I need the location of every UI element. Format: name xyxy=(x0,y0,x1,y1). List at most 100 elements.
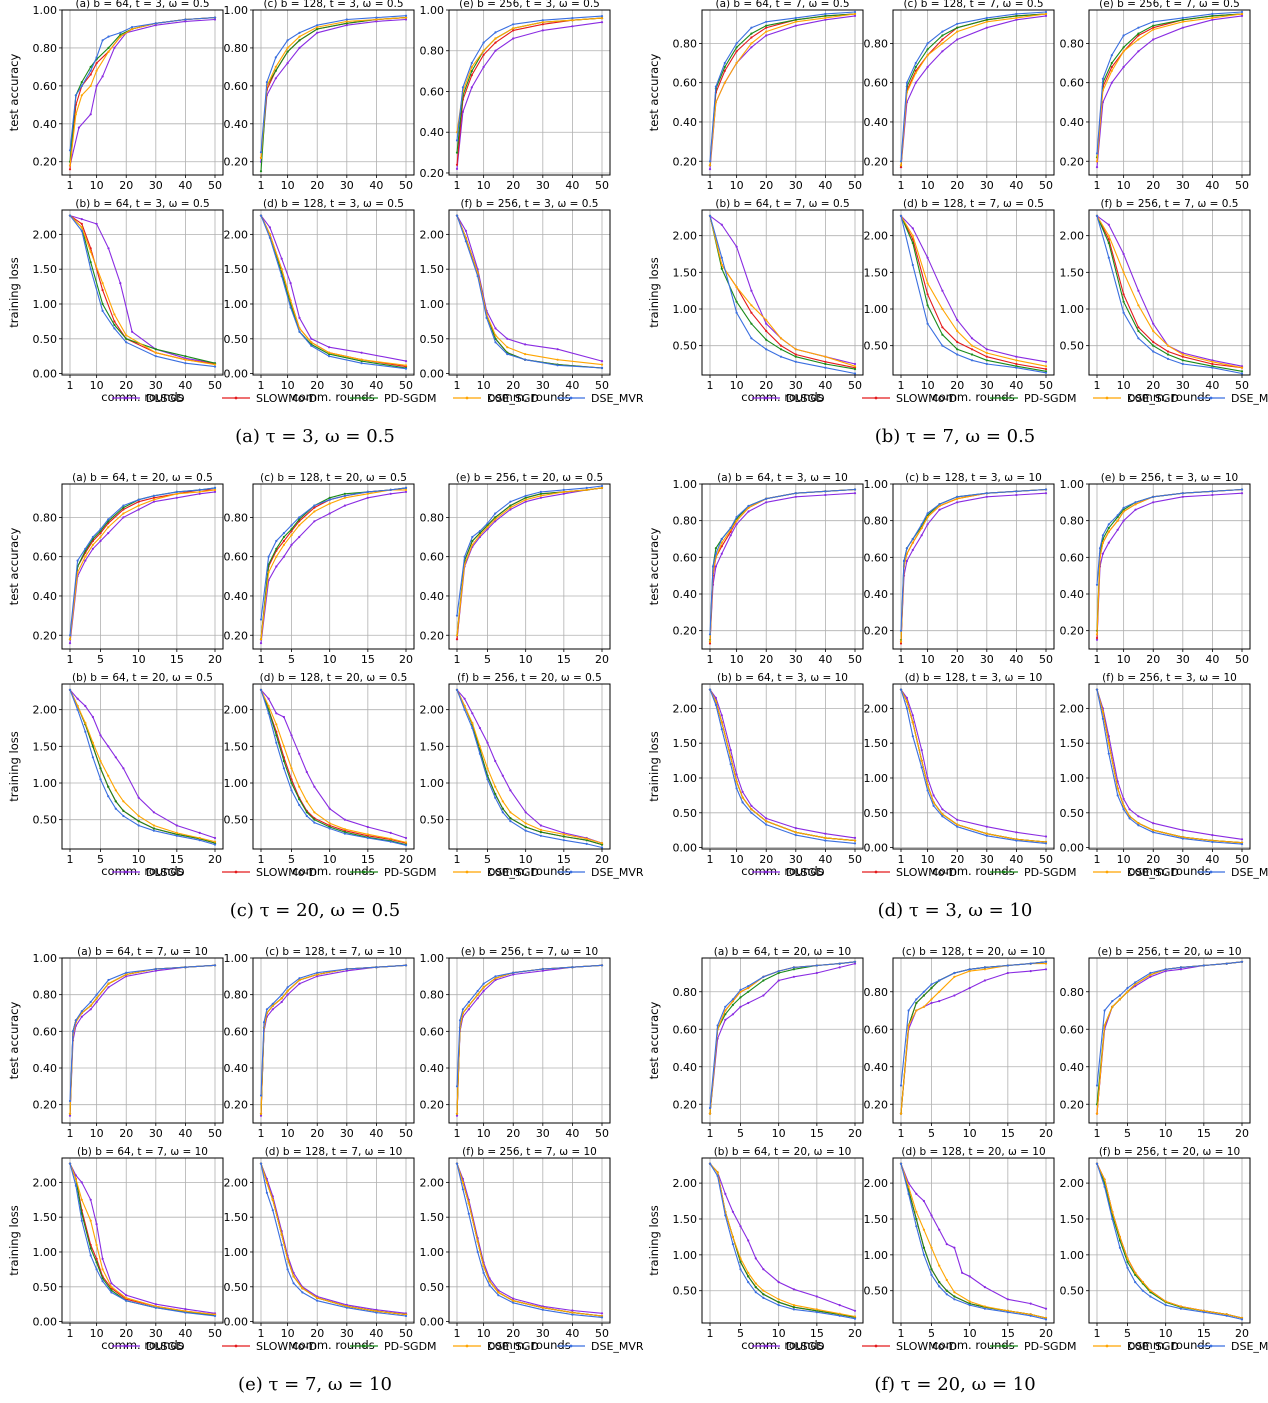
data-point xyxy=(1118,994,1121,997)
xtick-label: 15 xyxy=(557,853,571,866)
ytick-label: 0.20 xyxy=(673,625,698,638)
data-point xyxy=(125,975,128,978)
data-point xyxy=(497,1294,500,1297)
data-point xyxy=(765,24,768,27)
data-point xyxy=(271,1209,274,1212)
data-point xyxy=(404,486,408,489)
ytick-label: 0.40 xyxy=(224,118,249,131)
xtick-label: 40 xyxy=(369,1127,383,1140)
ytick-label: 1.00 xyxy=(224,777,249,790)
data-point xyxy=(467,1004,470,1007)
data-point xyxy=(404,364,408,367)
data-point xyxy=(512,29,515,32)
ytick-label: 0.20 xyxy=(420,629,445,642)
legend-label: DSE_SGD xyxy=(487,1340,539,1353)
series-line xyxy=(900,961,1047,1086)
data-point xyxy=(213,836,217,840)
data-point xyxy=(74,94,77,97)
data-point xyxy=(600,484,604,488)
data-point xyxy=(213,16,217,19)
data-point xyxy=(265,1008,268,1011)
data-point xyxy=(275,539,278,543)
data-point xyxy=(824,490,827,493)
data-point xyxy=(470,61,473,65)
data-point xyxy=(905,552,909,555)
data-point xyxy=(1101,552,1104,555)
data-point xyxy=(985,834,988,837)
data-point xyxy=(267,555,270,558)
data-point xyxy=(794,355,797,358)
data-point xyxy=(729,526,732,530)
data-point xyxy=(184,20,187,23)
ytick-label: 0.80 xyxy=(420,989,445,1002)
y-axis-label: test accuracy xyxy=(647,527,661,605)
legend-marker xyxy=(124,396,128,400)
data-point xyxy=(600,486,604,489)
xtick-label: 30 xyxy=(536,379,550,392)
data-point xyxy=(539,496,543,499)
data-point xyxy=(1137,38,1140,41)
data-point xyxy=(74,113,77,116)
data-point xyxy=(486,526,489,529)
data-point xyxy=(1152,350,1155,353)
data-point xyxy=(539,492,543,495)
xtick-label: 1 xyxy=(258,653,265,666)
data-point xyxy=(488,1284,491,1287)
data-point xyxy=(464,229,467,232)
subplot-title: (f) b = 256, t = 7, ω = 0.5 xyxy=(1101,198,1239,210)
data-point xyxy=(375,1311,378,1314)
data-point xyxy=(286,993,289,996)
legend-marker xyxy=(234,1344,238,1348)
data-point xyxy=(985,359,988,362)
data-point xyxy=(68,1162,72,1165)
data-point xyxy=(101,289,104,292)
data-point xyxy=(1152,829,1155,832)
xtick-label: 10 xyxy=(1159,1327,1173,1340)
data-point xyxy=(739,1225,742,1228)
data-point xyxy=(983,968,987,971)
data-point xyxy=(838,1304,841,1307)
data-point xyxy=(366,492,369,495)
data-point xyxy=(485,316,488,319)
data-point xyxy=(750,26,753,29)
figure-caption: (b) τ = 7, ω = 0.5 xyxy=(875,426,1036,447)
xtick-label: 10 xyxy=(963,1127,977,1140)
data-point xyxy=(478,534,481,537)
xtick-label: 50 xyxy=(848,179,862,192)
data-point xyxy=(1101,717,1104,720)
data-point xyxy=(524,825,527,829)
data-point xyxy=(455,1112,459,1115)
data-point xyxy=(926,48,929,51)
data-point xyxy=(739,1257,742,1260)
ytick-label: 1.00 xyxy=(33,4,58,17)
data-point xyxy=(735,787,738,790)
data-point xyxy=(899,640,903,643)
ytick-label: 1.00 xyxy=(673,303,698,316)
figure-caption: (d) τ = 3, ω = 10 xyxy=(878,900,1033,921)
data-point xyxy=(125,973,128,976)
data-point xyxy=(1181,16,1184,19)
data-point xyxy=(404,18,408,21)
ytick-label: 1.00 xyxy=(33,777,58,790)
data-point xyxy=(478,530,481,533)
ytick-label: 1.50 xyxy=(33,740,58,753)
data-point xyxy=(562,488,565,491)
legend-marker xyxy=(465,870,469,874)
data-point xyxy=(1134,1273,1137,1276)
data-point xyxy=(1181,837,1184,840)
data-point xyxy=(274,69,277,72)
xtick-label: 1 xyxy=(898,1327,905,1340)
ytick-label: 0.80 xyxy=(864,986,889,999)
data-point xyxy=(213,964,217,967)
data-point xyxy=(968,970,971,973)
data-point xyxy=(345,24,348,27)
data-point xyxy=(107,795,110,798)
data-point xyxy=(1240,488,1244,491)
data-point xyxy=(922,1228,926,1231)
plot-frame xyxy=(701,9,864,176)
data-point xyxy=(1015,16,1018,19)
data-point xyxy=(983,1307,987,1310)
subplot: (b) b = 64, t = 3, ω = 0.50.000.501.001.… xyxy=(7,198,224,404)
data-point xyxy=(777,1281,780,1284)
data-point xyxy=(853,960,857,963)
